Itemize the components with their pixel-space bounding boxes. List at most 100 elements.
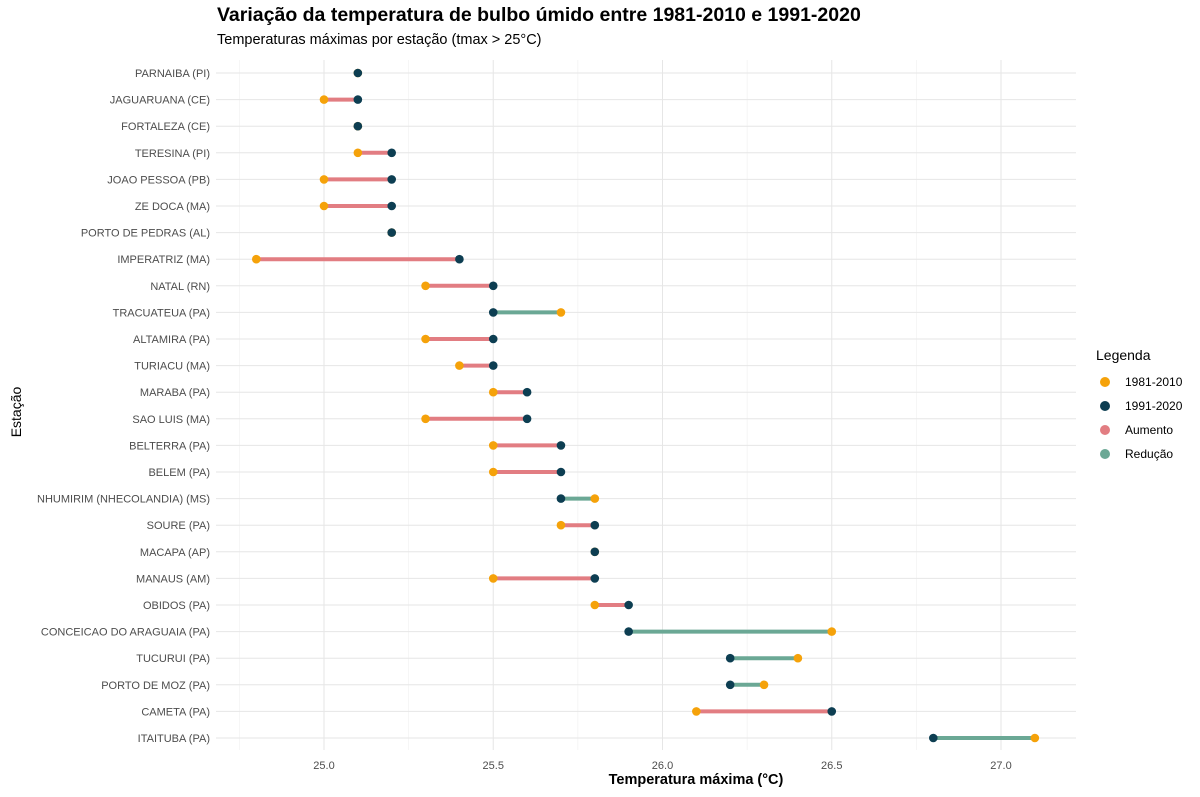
legend-key-reducao xyxy=(1100,449,1110,459)
x-tick-label: 27.0 xyxy=(990,760,1011,772)
point-1981-2010 xyxy=(556,520,566,530)
x-axis-label: Temperatura máxima (°C) xyxy=(608,772,784,788)
y-tick-label: BELEM (PA) xyxy=(148,467,210,479)
point-1981-2010 xyxy=(1030,733,1040,743)
point-1981-2010 xyxy=(488,467,498,477)
legend-key-aumento xyxy=(1100,425,1110,435)
x-tick-label: 25.0 xyxy=(313,760,334,772)
point-1991-2020 xyxy=(556,494,566,503)
point-1991-2020 xyxy=(387,228,397,237)
x-tick-label: 25.5 xyxy=(483,760,504,772)
point-1981-2010 xyxy=(421,334,430,344)
y-tick-label: ZE DOCA (MA) xyxy=(135,201,210,213)
legend-item-1981-2010: 1981-2010 xyxy=(1096,370,1182,394)
point-1981-2010 xyxy=(251,254,261,264)
point-1991-2020 xyxy=(590,574,600,583)
legend-key-1981-2010 xyxy=(1100,377,1110,387)
y-tick-labels: PARNAIBA (PI) JAGUARUANA (CE) FORTALEZA (C… xyxy=(37,68,210,745)
point-1991-2020 xyxy=(387,148,397,158)
point-1981-2010 xyxy=(759,680,769,690)
point-1991-2020 xyxy=(488,361,498,370)
y-tick-label: NATAL (RN) xyxy=(150,281,210,293)
point-1981-2010 xyxy=(692,707,701,716)
chart-subtitle: Temperaturas máximas por estação (tmax >… xyxy=(217,32,542,48)
point-1981-2010 xyxy=(590,600,600,610)
point-1981-2010 xyxy=(488,387,498,397)
y-tick-label: ALTAMIRA (PA) xyxy=(133,334,210,346)
y-tick-label: TURIACU (MA) xyxy=(134,361,210,373)
y-tick-label: SAO LUIS (MA) xyxy=(132,414,210,426)
y-tick-label: PORTO DE PEDRAS (AL) xyxy=(81,228,210,240)
point-1991-2020 xyxy=(488,308,498,317)
data-points xyxy=(251,68,1040,743)
chart-title: Variação da temperatura de bulbo úmido e… xyxy=(217,4,861,26)
point-1991-2020 xyxy=(353,68,363,78)
legend-item-reducao: Redução xyxy=(1096,442,1182,466)
point-1991-2020 xyxy=(455,254,464,264)
point-1981-2010 xyxy=(319,95,329,104)
point-1981-2010 xyxy=(590,494,600,503)
y-tick-label: TUCURUI (PA) xyxy=(136,653,210,665)
point-1991-2020 xyxy=(590,547,600,557)
x-tick-label: 26.5 xyxy=(821,760,842,772)
point-1981-2010 xyxy=(319,201,329,211)
y-tick-label: NHUMIRIM (NHECOLANDIA) (MS) xyxy=(37,494,210,506)
point-1991-2020 xyxy=(488,334,498,344)
y-tick-label: OBIDOS (PA) xyxy=(143,600,210,612)
point-1991-2020 xyxy=(624,627,633,636)
point-1991-2020 xyxy=(522,387,532,397)
point-1981-2010 xyxy=(827,627,837,636)
point-1991-2020 xyxy=(522,414,532,424)
legend-label-aumento: Aumento xyxy=(1125,423,1174,437)
point-1991-2020 xyxy=(590,520,600,530)
x-tick-label: 26.0 xyxy=(652,760,673,772)
x-tick-labels: 25.0 25.5 26.0 26.5 27.0 xyxy=(313,760,1011,772)
point-1991-2020 xyxy=(725,680,735,690)
y-tick-label: TERESINA (PI) xyxy=(135,148,210,160)
legend-title: Legenda xyxy=(1096,347,1151,363)
point-1991-2020 xyxy=(488,281,498,291)
point-1981-2010 xyxy=(793,653,803,663)
point-1981-2010 xyxy=(556,308,566,317)
point-1991-2020 xyxy=(556,467,566,477)
change-segments xyxy=(256,97,1035,740)
point-1991-2020 xyxy=(929,733,938,743)
y-tick-label: MANAUS (AM) xyxy=(136,573,210,585)
point-1991-2020 xyxy=(725,653,735,663)
point-1991-2020 xyxy=(624,600,633,610)
legend: Legenda 1981-2010 1991-2020 Aumento Redu… xyxy=(1096,347,1182,466)
legend-label-reducao: Redução xyxy=(1125,447,1174,461)
y-tick-label: MACAPA (AP) xyxy=(140,547,210,559)
point-1991-2020 xyxy=(387,175,397,184)
point-1981-2010 xyxy=(421,281,430,291)
point-1981-2010 xyxy=(353,148,363,158)
legend-item-aumento: Aumento xyxy=(1096,418,1182,442)
y-tick-label: FORTALEZA (CE) xyxy=(121,121,210,133)
point-1991-2020 xyxy=(353,95,363,104)
y-tick-label: MARABA (PA) xyxy=(140,387,210,399)
legend-label-1981-2010: 1981-2010 xyxy=(1125,375,1183,389)
y-tick-label: PARNAIBA (PI) xyxy=(135,68,210,80)
y-tick-label: JOAO PESSOA (PB) xyxy=(107,174,210,186)
legend-label-1991-2020: 1991-2020 xyxy=(1125,399,1183,413)
point-1991-2020 xyxy=(556,441,566,450)
point-1981-2010 xyxy=(488,441,498,450)
y-tick-label: TRACUATEUA (PA) xyxy=(113,307,210,319)
legend-item-1991-2020: 1991-2020 xyxy=(1096,394,1182,418)
y-axis-label: Estação xyxy=(8,386,24,438)
y-tick-label: SOURE (PA) xyxy=(147,520,210,532)
point-1981-2010 xyxy=(488,574,498,583)
y-tick-label: IMPERATRIZ (MA) xyxy=(117,254,210,266)
y-tick-label: BELTERRA (PA) xyxy=(129,440,210,452)
legend-key-1991-2020 xyxy=(1100,401,1110,411)
y-tick-label: CAMETA (PA) xyxy=(141,706,210,718)
y-tick-label: JAGUARUANA (CE) xyxy=(110,95,210,107)
point-1991-2020 xyxy=(827,707,837,716)
y-tick-label: PORTO DE MOZ (PA) xyxy=(101,680,210,692)
point-1981-2010 xyxy=(455,361,464,370)
y-tick-label: ITAITUBA (PA) xyxy=(138,733,210,745)
point-1981-2010 xyxy=(319,175,329,184)
point-1991-2020 xyxy=(353,121,363,131)
point-1981-2010 xyxy=(421,414,430,424)
